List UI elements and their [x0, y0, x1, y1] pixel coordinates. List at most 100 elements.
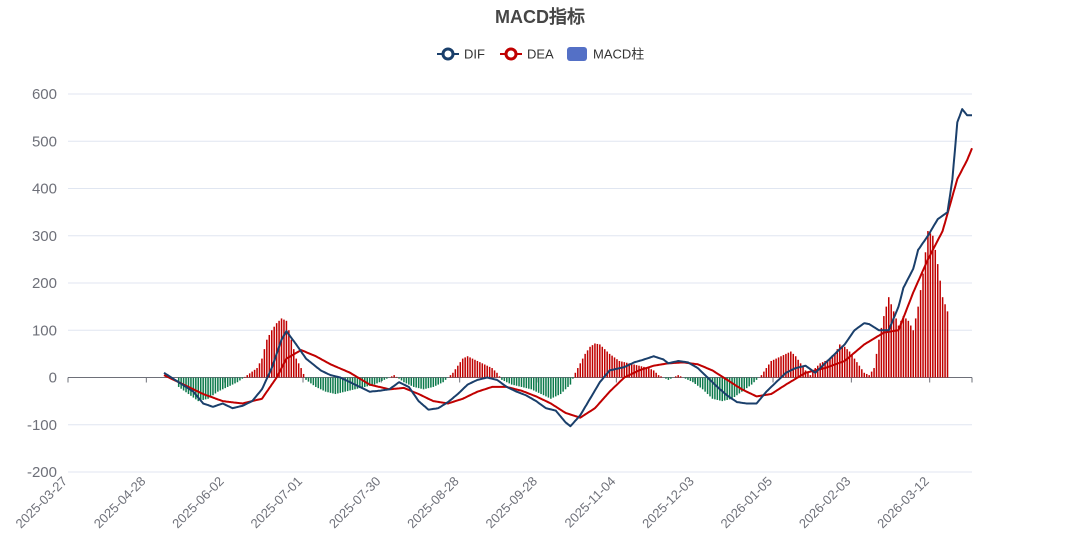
macd-bar [763, 371, 765, 378]
macd-bar [508, 377, 510, 384]
macd-bar [557, 377, 559, 396]
macd-bar [217, 377, 219, 392]
macd-bar [853, 358, 856, 378]
macd-bar [248, 373, 251, 378]
legend-marker-dif [441, 47, 455, 61]
macd-bar [775, 358, 777, 378]
macd-bar [535, 377, 537, 392]
dea-line [163, 147, 973, 419]
macd-bar [714, 377, 716, 400]
macd-bar [537, 377, 540, 393]
macd-bar [268, 334, 271, 378]
macd-bar [412, 377, 415, 387]
macd-bar [542, 377, 545, 396]
macd-bar [618, 360, 621, 378]
macd-bar [444, 377, 447, 380]
macd-bar [273, 326, 275, 378]
x-tick-label: 2025-11-04 [562, 474, 619, 531]
macd-bar [275, 323, 278, 378]
macd-bar [731, 377, 733, 399]
macd-bar [393, 375, 395, 378]
macd-bar [819, 363, 821, 378]
macd-bar [368, 377, 371, 386]
macd-bar [187, 377, 190, 395]
macd-bar [324, 377, 327, 392]
macd-bar [912, 330, 914, 378]
x-tick-label: 2025-09-28 [483, 474, 541, 532]
macd-bar [902, 316, 905, 378]
macd-bar [258, 363, 261, 378]
macd-bar [214, 377, 217, 394]
macd-bar [506, 377, 508, 383]
macd-bar [226, 377, 229, 387]
macd-bar [856, 362, 858, 378]
macd-bar [728, 377, 731, 400]
macd-bar [586, 350, 589, 378]
macd-bar [829, 358, 831, 378]
y-tick-label: 100 [32, 322, 57, 339]
macd-bar [410, 377, 413, 386]
macd-bar [790, 351, 792, 378]
macd-bar [574, 372, 577, 378]
macd-bar [371, 377, 373, 386]
macd-bar [310, 377, 312, 384]
macd-bar [224, 377, 226, 389]
macd-bar [430, 377, 432, 388]
macd-bar [914, 318, 917, 378]
macd-bar [317, 377, 320, 389]
macd-bar [288, 330, 290, 378]
grid [68, 93, 972, 473]
macd-bar [726, 377, 728, 400]
macd-bar [922, 273, 924, 378]
macd-bar [454, 369, 457, 378]
macd-bar [202, 377, 204, 400]
macd-bar [474, 359, 476, 378]
macd-bar [706, 377, 709, 395]
macd-bar [630, 363, 633, 378]
macd-bar [261, 358, 263, 378]
macd-bar [466, 356, 469, 378]
legend-label-dea: DEA [527, 47, 554, 62]
macd-bar [449, 375, 452, 378]
macd-bar [657, 375, 660, 378]
macd-bar [293, 349, 295, 378]
macd-bar [704, 377, 706, 392]
macd-bar [679, 376, 682, 378]
macd-bar [425, 377, 427, 389]
macd-bar [496, 372, 498, 378]
macd-bar [222, 377, 224, 390]
x-tick-label: 2026-02-03 [796, 474, 854, 532]
macd-bar [692, 377, 694, 383]
macd-bar [339, 377, 342, 393]
macd-bar [780, 356, 782, 378]
macd-bar [873, 368, 875, 378]
macd-bar [936, 264, 939, 378]
macd-bar [469, 357, 471, 378]
macd-bar [550, 377, 552, 399]
macd-bar [738, 377, 741, 394]
macd-bar [924, 252, 927, 378]
macd-bar [861, 369, 863, 378]
macd-bar [765, 368, 768, 378]
macd-bar [510, 377, 513, 385]
macd-bar [498, 376, 501, 378]
macd-bar [594, 343, 596, 378]
macd-bar [794, 356, 797, 378]
macd-bar [398, 377, 400, 379]
macd-bar [236, 377, 239, 383]
macd-bar [883, 316, 885, 378]
macd-bar [581, 358, 584, 378]
macd-bar [376, 377, 378, 384]
macd-bar [251, 371, 253, 378]
macd-bar [197, 377, 200, 402]
macd-bar [515, 377, 518, 386]
macd-bar [772, 359, 775, 378]
macd-bar [809, 375, 812, 378]
macd-bar [804, 370, 807, 378]
macd-bar [523, 377, 525, 388]
macd-bar [748, 377, 750, 387]
macd-bar [525, 377, 528, 389]
dif-line [163, 108, 972, 428]
macd-bar [491, 368, 493, 378]
